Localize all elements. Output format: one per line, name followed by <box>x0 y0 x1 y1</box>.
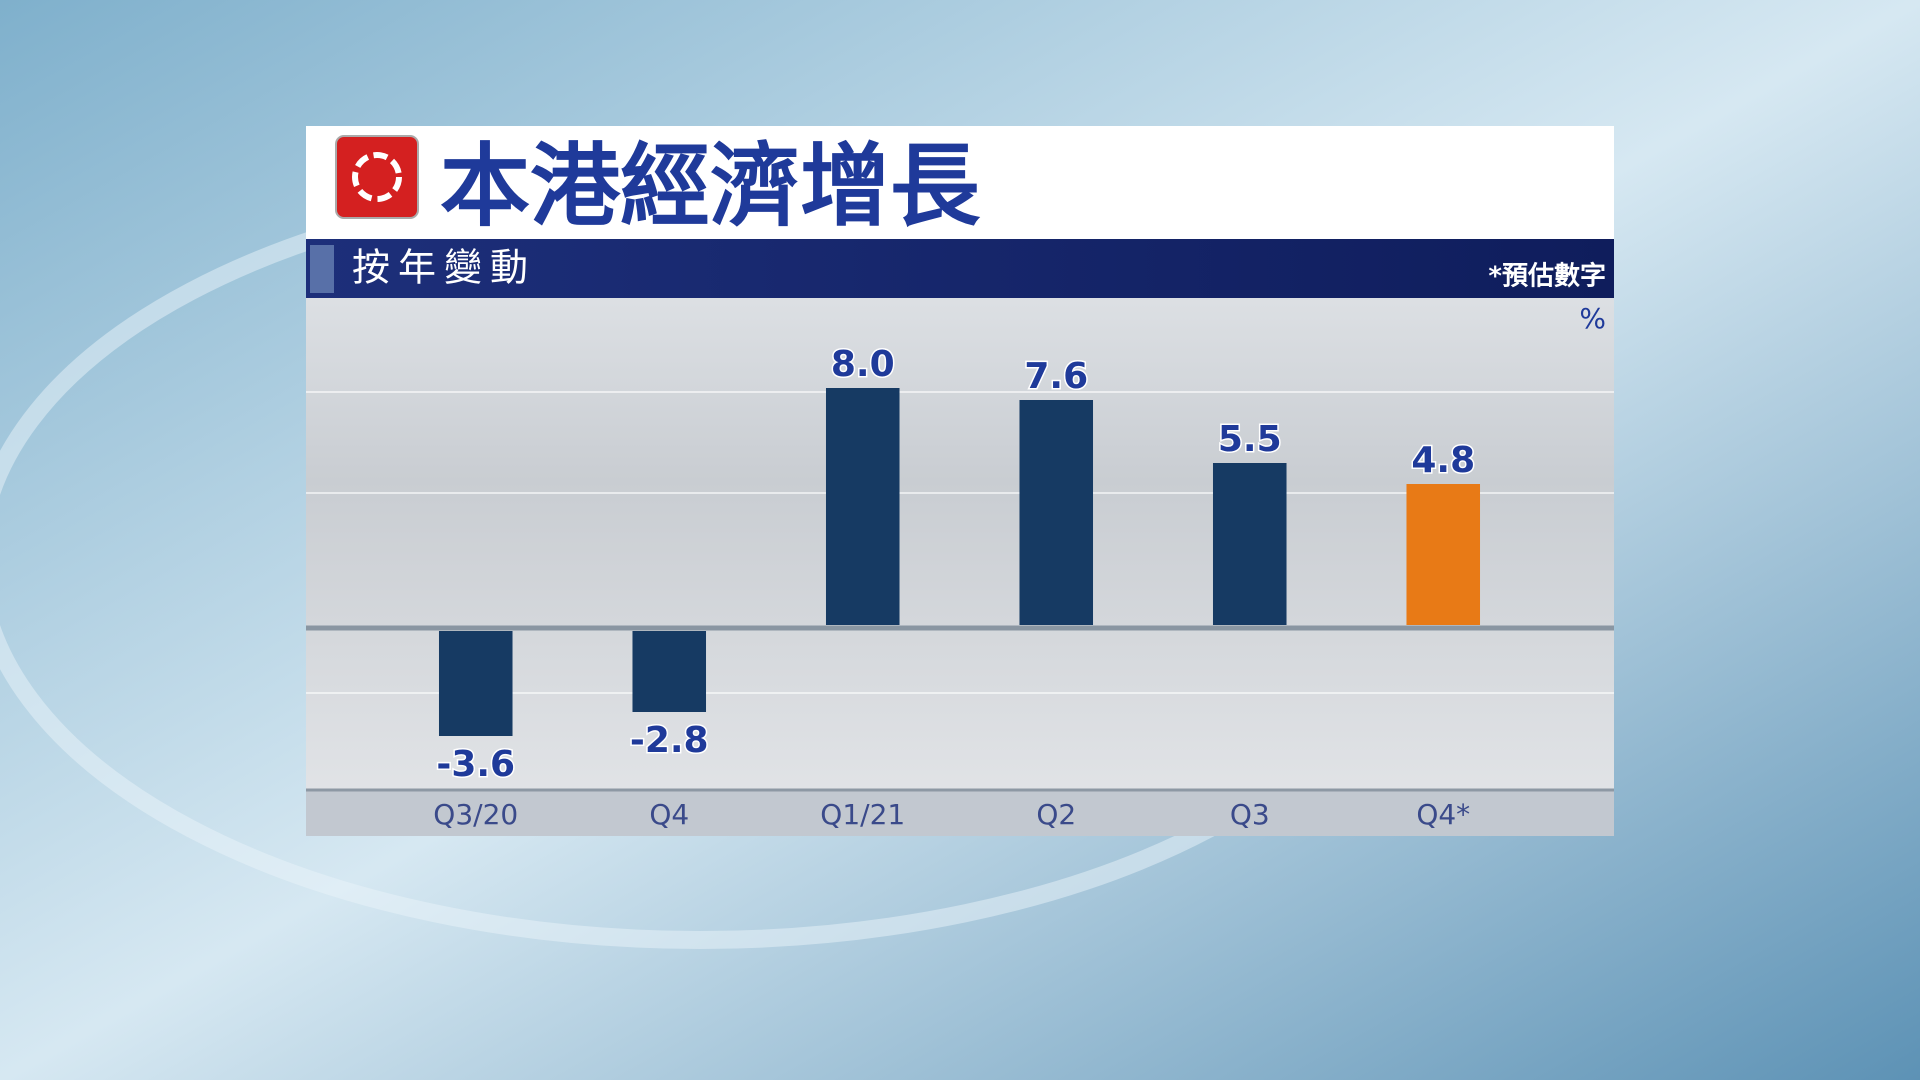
subtitle-band <box>306 239 1614 298</box>
bar <box>1406 484 1481 625</box>
chart-subtitle: 按年變動 <box>352 246 536 290</box>
x-tick-label: Q1/21 <box>820 798 905 831</box>
x-tick-label: Q4 <box>649 798 689 831</box>
unit-label: % <box>1579 302 1606 335</box>
chart-title: 本港經濟增長 <box>440 134 981 239</box>
value-label: -3.6 <box>436 744 515 785</box>
x-tick-label: Q3 <box>1230 798 1270 831</box>
bar <box>1019 400 1094 625</box>
hk-flag <box>335 135 419 219</box>
note: *預估數字 <box>1488 261 1606 292</box>
bar <box>632 631 707 712</box>
category-strip <box>306 790 1614 836</box>
x-tick-label: Q4* <box>1416 798 1470 831</box>
x-tick-label: Q3/20 <box>433 798 518 831</box>
value-label: 5.5 <box>1218 419 1282 460</box>
subtitle-accent <box>310 245 334 293</box>
bar <box>825 388 900 625</box>
value-label: 7.6 <box>1024 356 1088 397</box>
value-label: 8.0 <box>831 344 895 385</box>
bar <box>438 631 513 736</box>
x-tick-label: Q2 <box>1036 798 1076 831</box>
flag-flower <box>352 152 402 202</box>
value-label: -2.8 <box>630 720 709 761</box>
title-band <box>306 126 1614 239</box>
value-label: 4.8 <box>1411 440 1475 481</box>
bar <box>1212 463 1287 625</box>
